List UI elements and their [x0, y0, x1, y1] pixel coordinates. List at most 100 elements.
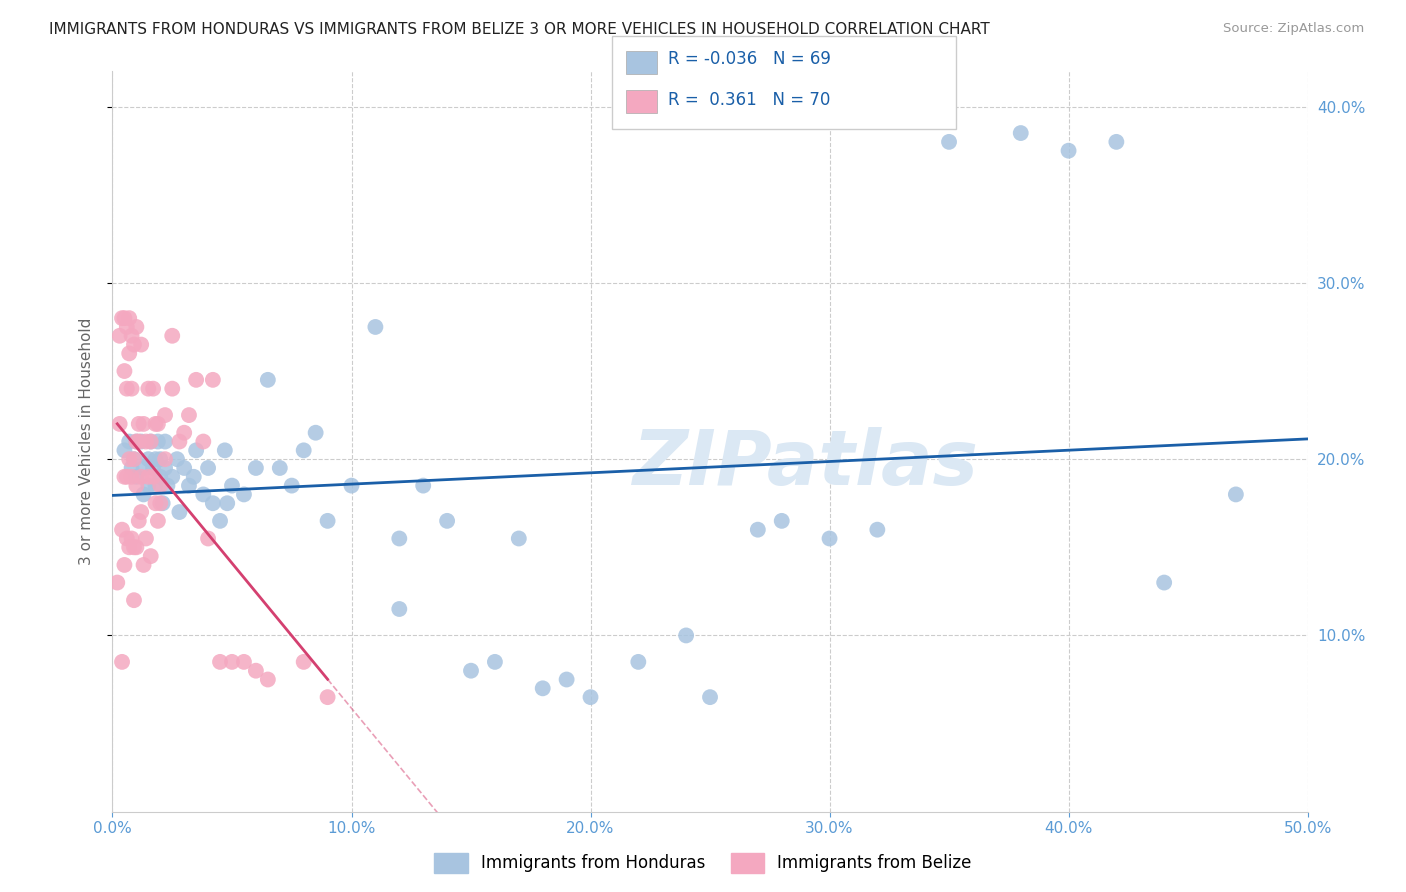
Point [114, 470, 135, 484]
Point [129, 337, 152, 351]
Point [149, 478, 172, 492]
Point [118, 452, 141, 467]
Point [214, 443, 236, 458]
Point [627, 655, 650, 669]
Point [111, 655, 134, 669]
Point [125, 320, 148, 334]
Point [257, 373, 280, 387]
Point [177, 408, 200, 422]
Point [579, 690, 602, 705]
Point [115, 320, 138, 334]
Point [201, 496, 224, 510]
Point [292, 655, 315, 669]
Point [114, 311, 135, 326]
Point [122, 452, 145, 467]
Point [121, 328, 143, 343]
Point [115, 470, 138, 484]
Point [114, 364, 135, 378]
Point [153, 461, 176, 475]
Point [460, 664, 482, 678]
Point [122, 593, 145, 607]
Point [138, 382, 160, 396]
Text: R =  0.361   N = 70: R = 0.361 N = 70 [668, 91, 830, 109]
Legend: Immigrants from Honduras, Immigrants from Belize: Immigrants from Honduras, Immigrants fro… [427, 847, 979, 880]
Point [364, 320, 387, 334]
Point [412, 478, 434, 492]
Point [818, 532, 841, 546]
Point [169, 505, 191, 519]
Point [145, 496, 167, 510]
Point [316, 514, 339, 528]
Point [145, 452, 167, 467]
Point [316, 690, 339, 705]
Point [128, 434, 150, 449]
Point [138, 452, 160, 467]
Point [173, 425, 195, 440]
Point [938, 135, 960, 149]
Point [129, 505, 152, 519]
Point [129, 434, 152, 449]
Point [125, 478, 148, 492]
Point [139, 549, 162, 563]
Point [269, 461, 291, 475]
Point [388, 602, 411, 616]
Point [257, 673, 280, 687]
Point [105, 575, 128, 590]
Point [209, 655, 232, 669]
Point [118, 434, 141, 449]
Point [145, 478, 167, 492]
Point [675, 628, 697, 642]
Point [125, 470, 148, 484]
Point [193, 487, 215, 501]
Point [146, 514, 169, 528]
Point [132, 558, 155, 572]
Point [146, 417, 169, 431]
Point [108, 417, 131, 431]
Point [162, 382, 183, 396]
Point [1010, 126, 1032, 140]
Point [129, 470, 152, 484]
Point [128, 417, 150, 431]
Point [135, 434, 157, 449]
Point [149, 470, 172, 484]
Point [555, 673, 578, 687]
Point [122, 337, 145, 351]
Point [149, 452, 172, 467]
Point [121, 470, 143, 484]
Point [132, 487, 155, 501]
Point [118, 541, 141, 555]
Point [186, 443, 208, 458]
Point [1225, 487, 1247, 501]
Point [245, 664, 267, 678]
Point [132, 461, 155, 475]
Point [531, 681, 554, 696]
Point [183, 470, 205, 484]
Point [166, 452, 188, 467]
Point [108, 328, 131, 343]
Point [508, 532, 530, 546]
Point [221, 655, 243, 669]
Point [121, 532, 143, 546]
Text: ZIPatlas: ZIPatlas [633, 426, 979, 500]
Point [866, 523, 889, 537]
Point [125, 541, 148, 555]
Point [153, 452, 176, 467]
Point [152, 496, 174, 510]
Point [114, 443, 135, 458]
Point [121, 461, 143, 475]
Point [125, 434, 148, 449]
Point [142, 461, 165, 475]
Point [177, 478, 200, 492]
Point [770, 514, 793, 528]
Point [747, 523, 769, 537]
Text: R = -0.036   N = 69: R = -0.036 N = 69 [668, 50, 831, 68]
Point [201, 373, 224, 387]
Point [388, 532, 411, 546]
Point [142, 382, 165, 396]
Point [1105, 135, 1128, 149]
Point [122, 452, 145, 467]
Point [197, 461, 219, 475]
Point [699, 690, 721, 705]
Point [146, 434, 169, 449]
Point [118, 311, 141, 326]
